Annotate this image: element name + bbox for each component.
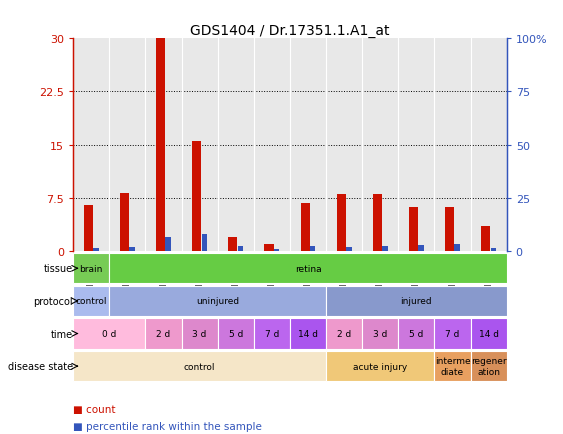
- Text: interme
diate: interme diate: [435, 357, 470, 376]
- Text: control: control: [184, 362, 216, 371]
- Bar: [471, 319, 507, 349]
- Bar: [254, 319, 290, 349]
- Bar: [120, 194, 129, 252]
- Bar: [435, 319, 471, 349]
- Text: ■ percentile rank within the sample: ■ percentile rank within the sample: [73, 421, 262, 431]
- Text: 7 d: 7 d: [445, 329, 460, 338]
- Bar: [445, 208, 454, 252]
- Text: ■ count: ■ count: [73, 404, 115, 414]
- Title: GDS1404 / Dr.17351.1.A1_at: GDS1404 / Dr.17351.1.A1_at: [190, 24, 390, 38]
- Text: time: time: [51, 329, 73, 339]
- Text: protocol: protocol: [34, 296, 73, 306]
- Bar: [265, 245, 274, 252]
- Bar: [409, 207, 418, 252]
- Bar: [229, 237, 238, 252]
- Bar: [346, 247, 351, 252]
- Bar: [326, 319, 362, 349]
- Bar: [109, 286, 326, 316]
- Bar: [337, 195, 346, 252]
- Bar: [490, 248, 496, 252]
- Bar: [218, 319, 254, 349]
- Bar: [84, 206, 93, 252]
- Bar: [73, 253, 109, 284]
- Text: 7 d: 7 d: [265, 329, 279, 338]
- Text: 5 d: 5 d: [229, 329, 243, 338]
- Text: 5 d: 5 d: [409, 329, 423, 338]
- Bar: [373, 195, 382, 252]
- Text: 3 d: 3 d: [373, 329, 387, 338]
- Text: uninjured: uninjured: [196, 297, 239, 306]
- Bar: [192, 142, 201, 252]
- Bar: [382, 247, 388, 252]
- Bar: [301, 204, 310, 252]
- Bar: [156, 39, 165, 252]
- Text: retina: retina: [294, 264, 321, 273]
- Bar: [93, 248, 99, 252]
- Bar: [290, 319, 326, 349]
- Bar: [238, 246, 243, 252]
- Bar: [435, 351, 471, 381]
- Bar: [73, 319, 145, 349]
- Bar: [481, 227, 490, 252]
- Bar: [326, 351, 435, 381]
- Bar: [418, 245, 424, 252]
- Bar: [471, 351, 507, 381]
- Text: 2 d: 2 d: [157, 329, 171, 338]
- Text: 3 d: 3 d: [193, 329, 207, 338]
- Bar: [202, 234, 207, 252]
- Text: injured: injured: [400, 297, 432, 306]
- Text: 14 d: 14 d: [479, 329, 499, 338]
- Bar: [362, 319, 399, 349]
- Text: tissue: tissue: [44, 264, 73, 273]
- Bar: [181, 319, 218, 349]
- Bar: [274, 250, 279, 252]
- Text: disease state: disease state: [8, 362, 73, 371]
- Bar: [166, 237, 171, 252]
- Text: control: control: [75, 297, 107, 306]
- Bar: [129, 247, 135, 252]
- Bar: [310, 246, 315, 252]
- Bar: [399, 319, 435, 349]
- Text: regener
ation: regener ation: [471, 357, 507, 376]
- Bar: [454, 245, 460, 252]
- Bar: [73, 351, 326, 381]
- Bar: [145, 319, 181, 349]
- Text: acute injury: acute injury: [353, 362, 408, 371]
- Bar: [73, 286, 109, 316]
- Text: 14 d: 14 d: [298, 329, 318, 338]
- Text: 2 d: 2 d: [337, 329, 351, 338]
- Bar: [326, 286, 507, 316]
- Text: 0 d: 0 d: [102, 329, 117, 338]
- Text: brain: brain: [79, 264, 103, 273]
